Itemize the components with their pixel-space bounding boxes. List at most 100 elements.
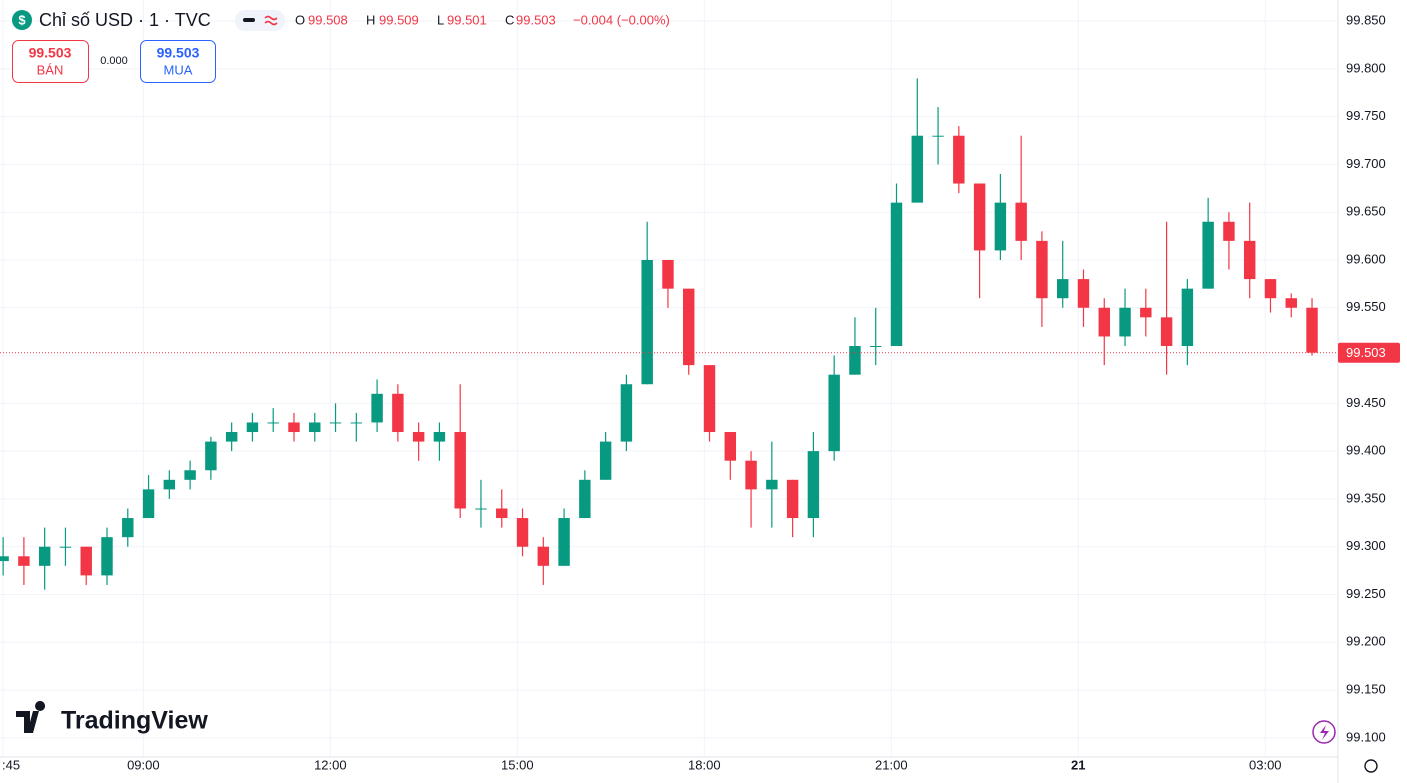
- symbol-icon-glyph: $: [18, 12, 26, 27]
- brand[interactable]: TradingView: [61, 707, 208, 735]
- y-tick-label: 99.100: [1346, 729, 1386, 744]
- alert-icon-bolt: [1320, 725, 1329, 740]
- candle-body: [516, 518, 529, 547]
- candle-body: [1202, 221, 1214, 289]
- candle-body: [205, 441, 217, 471]
- candle-body: [828, 374, 840, 452]
- toggle-pill[interactable]: [235, 10, 285, 31]
- candle-body: [1098, 307, 1110, 337]
- toggle-icon: [243, 18, 255, 22]
- candle-body: [911, 135, 923, 203]
- candle-body: [392, 393, 404, 433]
- candle-body: [18, 556, 30, 566]
- candle-body: [994, 202, 1007, 251]
- candle-body: [246, 422, 259, 433]
- candle-body: [745, 460, 757, 490]
- candle-body: [329, 422, 342, 424]
- candle-body: [807, 451, 820, 519]
- candle-body: [786, 479, 799, 519]
- y-tick-label: 99.600: [1346, 251, 1386, 266]
- candle-body: [537, 546, 550, 566]
- candle-body: [1160, 317, 1173, 347]
- candle-body: [599, 441, 612, 480]
- candle-body: [371, 393, 383, 423]
- candle-body: [620, 384, 633, 442]
- grid: [0, 0, 1338, 757]
- last-price-tag: [1338, 342, 1400, 363]
- candle-body: [1140, 307, 1152, 318]
- y-tick-label: 99.850: [1346, 12, 1386, 27]
- candle-body: [683, 288, 695, 366]
- buy-button[interactable]: [140, 40, 216, 83]
- y-tick-label: 99.800: [1346, 60, 1386, 75]
- candles: [0, 78, 1318, 590]
- last-price-label: 99.503: [1346, 345, 1386, 360]
- buy-label: MUA: [164, 62, 193, 77]
- symbol-title[interactable]: Chỉ số USD · 1 · TVC: [39, 10, 211, 30]
- candle-body: [953, 135, 965, 184]
- change: −0.004 (−0.00%): [573, 12, 670, 27]
- ohlc-label: H: [366, 12, 375, 27]
- candle-body: [890, 202, 903, 347]
- y-tick-label: 99.700: [1346, 156, 1386, 171]
- sell-price: 99.503: [29, 45, 72, 61]
- candle-body: [496, 508, 508, 519]
- sell-button[interactable]: [12, 40, 89, 83]
- candle-body: [475, 508, 487, 510]
- y-tick-label: 99.350: [1346, 490, 1386, 505]
- x-tick-label: 21:00: [875, 757, 908, 772]
- candle-body: [1243, 240, 1256, 280]
- ohlc-value: 99.501: [447, 12, 487, 27]
- x-tick-label: 12:00: [314, 757, 347, 772]
- candle-body: [80, 546, 92, 576]
- candle-body: [454, 432, 466, 509]
- ohlc-label: C: [505, 12, 514, 27]
- y-tick-label: 99.150: [1346, 682, 1386, 697]
- candle-body: [101, 537, 113, 576]
- x-tick-label: :45: [2, 757, 20, 772]
- ohlc-label: O: [295, 12, 305, 27]
- ohlc-label: L: [437, 12, 444, 27]
- candle-body: [558, 518, 570, 566]
- candle-body: [225, 432, 238, 442]
- candle-body: [766, 479, 778, 490]
- y-tick-label: 99.550: [1346, 299, 1386, 314]
- candle-body: [267, 422, 279, 424]
- candle-body: [870, 346, 882, 348]
- candle-body: [288, 422, 300, 433]
- candle-body: [1077, 279, 1090, 308]
- settings-icon[interactable]: [1364, 759, 1378, 773]
- candle-body: [309, 422, 321, 433]
- y-tick-label: 99.250: [1346, 586, 1386, 601]
- candle-body: [1285, 298, 1297, 308]
- y-tick-label: 99.750: [1346, 108, 1386, 123]
- y-tick-label: 99.200: [1346, 634, 1386, 649]
- candle-body: [1015, 202, 1027, 241]
- candle-body: [1306, 307, 1318, 353]
- candle-body: [1056, 279, 1069, 299]
- buy-price: 99.503: [157, 45, 200, 61]
- x-tick-label: 03:00: [1249, 757, 1282, 772]
- symbol-icon: [12, 10, 32, 30]
- candle-body: [1036, 240, 1048, 299]
- y-tick-label: 99.400: [1346, 443, 1386, 458]
- candle-body: [641, 259, 653, 385]
- ohlc-value: 99.509: [379, 12, 419, 27]
- candle-body: [973, 183, 986, 251]
- candle-body: [932, 135, 944, 137]
- candle-body: [38, 546, 51, 566]
- x-tick-label: 09:00: [127, 757, 160, 772]
- candle-body: [142, 489, 155, 519]
- candle-body: [662, 259, 674, 289]
- candle-body: [350, 422, 363, 424]
- candle-body: [163, 479, 176, 490]
- candle-body: [433, 432, 446, 442]
- ohlc-value: 99.503: [516, 12, 556, 27]
- logo-icon: [16, 701, 46, 733]
- candle-body: [0, 556, 9, 562]
- x-tick-label: 18:00: [688, 757, 721, 772]
- sell-label: BÁN: [37, 62, 64, 77]
- y-tick-label: 99.650: [1346, 204, 1386, 219]
